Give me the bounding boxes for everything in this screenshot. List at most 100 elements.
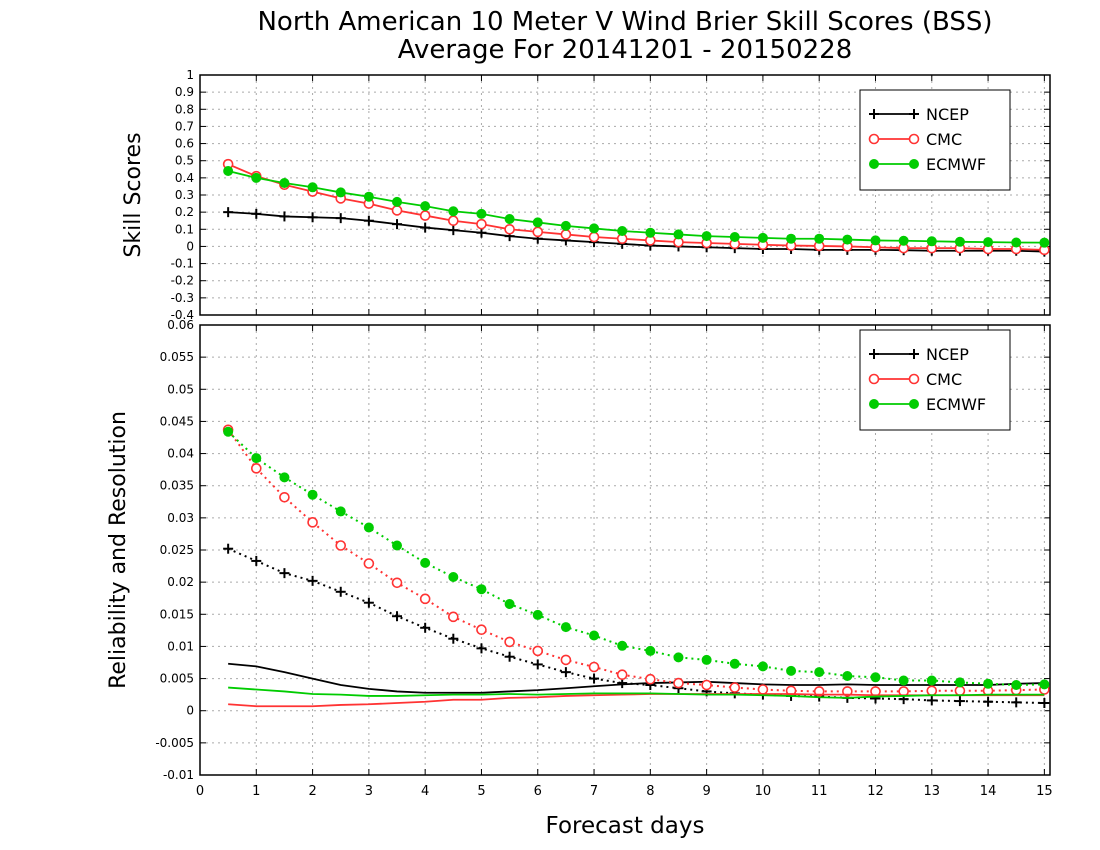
data-point bbox=[870, 672, 881, 683]
data-point bbox=[392, 219, 403, 230]
data-point bbox=[419, 593, 431, 605]
data-point bbox=[251, 208, 262, 219]
data-point bbox=[392, 611, 403, 622]
data-point bbox=[504, 223, 515, 235]
data-point bbox=[448, 572, 459, 582]
y-tick-label: 0.03 bbox=[167, 511, 194, 525]
data-point bbox=[870, 235, 881, 246]
series-2 bbox=[228, 662, 1045, 694]
data-point bbox=[279, 491, 290, 503]
data-point bbox=[1011, 680, 1022, 690]
data-point bbox=[645, 645, 656, 656]
legend-marker bbox=[868, 133, 880, 145]
data-point bbox=[363, 558, 375, 569]
data-point bbox=[729, 658, 740, 669]
data-point bbox=[363, 597, 374, 608]
legend-marker bbox=[869, 399, 879, 409]
data-point bbox=[617, 640, 628, 651]
data-point bbox=[898, 675, 909, 686]
y-tick-label: -0.3 bbox=[171, 291, 194, 305]
data-point bbox=[560, 654, 572, 666]
data-point bbox=[588, 231, 600, 243]
data-point bbox=[560, 667, 571, 678]
data-point bbox=[983, 237, 994, 248]
series-line bbox=[227, 547, 1045, 704]
data-point bbox=[279, 211, 290, 222]
data-point bbox=[814, 233, 825, 244]
data-point bbox=[589, 630, 600, 641]
data-point bbox=[673, 652, 684, 663]
data-point bbox=[476, 218, 487, 230]
data-point bbox=[1011, 237, 1022, 248]
data-point bbox=[448, 206, 459, 217]
y-tick-label: 0.9 bbox=[175, 85, 194, 99]
data-point bbox=[420, 222, 431, 233]
legend: NCEP CMC ECMWF bbox=[859, 329, 1011, 431]
y-tick-label: 0.6 bbox=[175, 137, 194, 151]
data-point bbox=[335, 586, 346, 597]
legend-label: ECMWF bbox=[926, 395, 986, 414]
series-line bbox=[228, 662, 1045, 694]
data-point bbox=[476, 643, 487, 654]
legend-marker bbox=[909, 109, 919, 119]
chart-title-line1: North American 10 Meter V Wind Brier Ski… bbox=[257, 7, 992, 37]
bottom-panel-ylabel: Reliability and Resolution bbox=[106, 411, 131, 689]
legend: NCEP CMC ECMWF bbox=[859, 89, 1011, 191]
data-point bbox=[842, 671, 853, 681]
data-point bbox=[926, 695, 937, 706]
plot-frame bbox=[199, 74, 1051, 316]
data-point bbox=[1039, 237, 1050, 248]
data-point bbox=[926, 685, 938, 697]
data-point bbox=[983, 696, 994, 707]
data-point bbox=[476, 624, 487, 636]
data-point bbox=[391, 205, 403, 216]
data-point bbox=[701, 679, 712, 691]
top-panel-ylabel: Skill Scores bbox=[121, 132, 146, 257]
data-point bbox=[560, 229, 572, 240]
data-point bbox=[983, 678, 994, 689]
x-tick-label: 7 bbox=[590, 784, 598, 799]
data-point bbox=[560, 622, 571, 633]
y-tick-label: 0 bbox=[186, 239, 194, 253]
legend-marker bbox=[909, 349, 919, 359]
x-axis-label: Forecast days bbox=[546, 813, 705, 839]
data-point bbox=[588, 661, 600, 673]
chart-title-line2: Average For 20141201 - 20150228 bbox=[398, 35, 853, 65]
series-3 bbox=[222, 424, 1050, 697]
data-point bbox=[476, 208, 487, 219]
data-point bbox=[223, 426, 234, 437]
data-point bbox=[307, 575, 318, 586]
data-point bbox=[476, 584, 487, 595]
legend-label: NCEP bbox=[926, 105, 969, 124]
legend-label: CMC bbox=[926, 370, 962, 389]
data-point bbox=[504, 599, 515, 609]
y-tick-label: 0.015 bbox=[160, 607, 194, 621]
data-point bbox=[926, 675, 937, 686]
data-point bbox=[757, 684, 769, 695]
data-point bbox=[589, 223, 600, 234]
series-5 bbox=[223, 426, 1050, 690]
data-point bbox=[363, 191, 374, 202]
data-point bbox=[223, 207, 234, 218]
data-point bbox=[532, 609, 543, 620]
data-point bbox=[532, 645, 544, 657]
data-point bbox=[420, 201, 431, 212]
y-tick-label: 0.055 bbox=[160, 350, 194, 364]
x-tick-label: 12 bbox=[867, 784, 884, 799]
data-point bbox=[448, 225, 459, 236]
x-tick-label: 4 bbox=[421, 784, 429, 799]
data-point bbox=[673, 677, 684, 689]
x-tick-label: 6 bbox=[534, 784, 542, 799]
data-point bbox=[223, 166, 234, 176]
y-tick-label: 0.2 bbox=[175, 205, 194, 219]
legend-box bbox=[859, 89, 1011, 191]
x-tick-label: 2 bbox=[308, 784, 316, 799]
data-point bbox=[673, 229, 684, 240]
y-tick-label: 0.4 bbox=[175, 171, 194, 185]
data-point bbox=[251, 172, 262, 183]
legend-label: CMC bbox=[926, 130, 962, 149]
y-tick-label: -0.4 bbox=[171, 308, 194, 322]
data-point bbox=[250, 463, 262, 474]
y-tick-label: 0.04 bbox=[167, 447, 194, 461]
data-point bbox=[954, 696, 965, 707]
